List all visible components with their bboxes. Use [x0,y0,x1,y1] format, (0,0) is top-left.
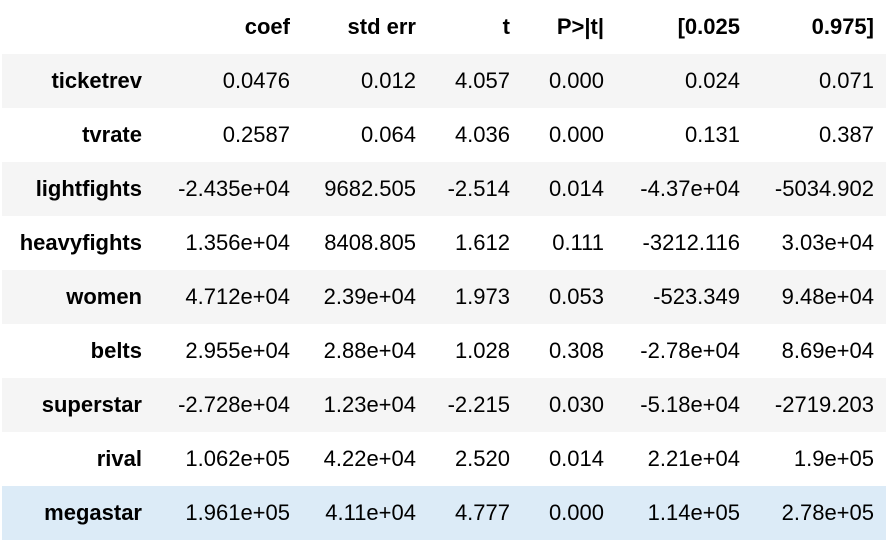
cell-std-err: 8408.805 [324,230,416,255]
cell-ci-lower: 2.21e+04 [647,446,740,471]
header-t: t [428,0,522,54]
header-std-err: std err [302,0,428,54]
cell-coef: 1.062e+05 [185,446,290,471]
row-label: belts [90,338,142,363]
header-row: coef std err t P>|t| [0.025 0.975] [2,0,886,54]
cell-std-err: 0.064 [360,122,416,147]
cell-p-value: 0.308 [548,338,604,363]
cell-std-err: 4.22e+04 [323,446,416,471]
header-ci-lower: [0.025 [616,0,752,54]
cell-t: 4.777 [454,500,510,525]
cell-ci-upper: 9.48e+04 [781,284,874,309]
cell-p-value: 0.014 [548,446,604,471]
cell-std-err: 2.88e+04 [323,338,416,363]
table-row: lightfights -2.435e+04 9682.505 -2.514 0… [2,162,886,216]
cell-t: 1.028 [454,338,510,363]
row-label: lightfights [35,176,142,201]
cell-ci-upper: -2719.203 [774,392,874,417]
cell-std-err: 4.11e+04 [325,500,416,525]
cell-ci-lower: 1.14e+05 [647,500,740,525]
row-label: tvrate [82,122,142,147]
row-label: superstar [41,392,142,417]
row-label: megastar [44,500,142,525]
cell-p-value: 0.014 [548,176,604,201]
cell-ci-lower: -5.18e+04 [640,392,740,417]
cell-ci-lower: -2.78e+04 [640,338,740,363]
header-index [2,0,154,54]
cell-ci-upper: -5034.902 [774,176,874,201]
table-row: superstar -2.728e+04 1.23e+04 -2.215 0.0… [2,378,886,432]
cell-coef: 1.961e+05 [185,500,290,525]
cell-t: 2.520 [454,446,510,471]
cell-p-value: 0.000 [548,122,604,147]
header-ci-upper: 0.975] [752,0,886,54]
table-row: women 4.712e+04 2.39e+04 1.973 0.053 -52… [2,270,886,324]
cell-std-err: 9682.505 [324,176,416,201]
cell-ci-lower: -3212.116 [642,230,740,255]
table-row: ticketrev 0.0476 0.012 4.057 0.000 0.024… [2,54,886,108]
header-p-value: P>|t| [522,0,616,54]
cell-t: -2.215 [447,392,510,417]
cell-coef: 1.356e+04 [185,230,290,255]
cell-ci-upper: 0.071 [818,68,874,93]
cell-t: -2.514 [447,176,510,201]
cell-ci-upper: 3.03e+04 [781,230,874,255]
table-row-hovered: megastar 1.961e+05 4.11e+04 4.777 0.000 … [2,486,886,540]
table-row: belts 2.955e+04 2.88e+04 1.028 0.308 -2.… [2,324,886,378]
cell-coef: -2.728e+04 [178,392,290,417]
cell-ci-lower: 0.131 [684,122,740,147]
table-row: heavyfights 1.356e+04 8408.805 1.612 0.1… [2,216,886,270]
row-label: heavyfights [19,230,142,255]
cell-coef: 0.2587 [222,122,290,147]
cell-std-err: 1.23e+04 [323,392,416,417]
cell-coef: 0.0476 [222,68,290,93]
cell-ci-upper: 8.69e+04 [781,338,874,363]
cell-t: 4.036 [454,122,510,147]
table-row: rival 1.062e+05 4.22e+04 2.520 0.014 2.2… [2,432,886,486]
header-coef: coef [154,0,302,54]
cell-coef: 4.712e+04 [185,284,290,309]
cell-ci-lower: -4.37e+04 [640,176,740,201]
cell-t: 4.057 [454,68,510,93]
cell-ci-upper: 2.78e+05 [781,500,874,525]
cell-ci-lower: -523.349 [653,284,740,309]
cell-ci-upper: 1.9e+05 [793,446,874,471]
cell-p-value: 0.000 [548,500,604,525]
cell-std-err: 2.39e+04 [323,284,416,309]
cell-p-value: 0.030 [548,392,604,417]
cell-t: 1.973 [454,284,510,309]
cell-coef: 2.955e+04 [185,338,290,363]
table-row: tvrate 0.2587 0.064 4.036 0.000 0.131 0.… [2,108,886,162]
cell-ci-upper: 0.387 [818,122,874,147]
cell-ci-lower: 0.024 [684,68,740,93]
cell-t: 1.612 [454,230,510,255]
row-label: rival [96,446,142,471]
cell-coef: -2.435e+04 [178,176,290,201]
cell-std-err: 0.012 [360,68,416,93]
cell-p-value: 0.111 [552,230,604,255]
cell-p-value: 0.000 [548,68,604,93]
row-label: women [66,284,142,309]
row-label: ticketrev [51,68,142,93]
cell-p-value: 0.053 [548,284,604,309]
